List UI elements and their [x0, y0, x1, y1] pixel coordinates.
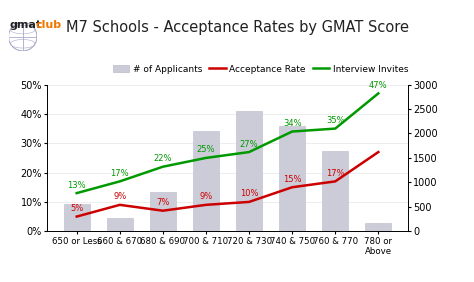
Text: 5%: 5% [70, 204, 83, 213]
Text: 17%: 17% [110, 169, 129, 178]
Text: 9%: 9% [113, 192, 127, 201]
Text: 13%: 13% [67, 180, 86, 190]
Text: 22%: 22% [154, 154, 172, 163]
Bar [365, 223, 391, 231]
Text: 7%: 7% [156, 198, 170, 207]
Bar [64, 204, 90, 231]
Text: 25%: 25% [197, 146, 215, 155]
Bar [279, 126, 305, 231]
Text: 35%: 35% [326, 116, 345, 125]
Legend: # of Applicants, Acceptance Rate, Interview Invites: # of Applicants, Acceptance Rate, Interv… [109, 61, 412, 77]
Text: 17%: 17% [326, 169, 345, 178]
Bar [236, 111, 262, 231]
Bar [107, 218, 133, 231]
Bar [150, 192, 176, 231]
Text: 34%: 34% [283, 119, 301, 128]
Text: M7 Schools - Acceptance Rates by GMAT Score: M7 Schools - Acceptance Rates by GMAT Sc… [65, 20, 409, 35]
Bar [193, 131, 219, 231]
Text: 9%: 9% [200, 192, 213, 201]
Text: 27%: 27% [240, 140, 258, 149]
Text: 47%: 47% [369, 81, 388, 90]
Bar [322, 151, 348, 231]
Text: 10%: 10% [240, 190, 258, 199]
Text: gmat: gmat [9, 20, 42, 30]
Text: club: club [36, 20, 62, 30]
Text: 15%: 15% [283, 175, 301, 184]
